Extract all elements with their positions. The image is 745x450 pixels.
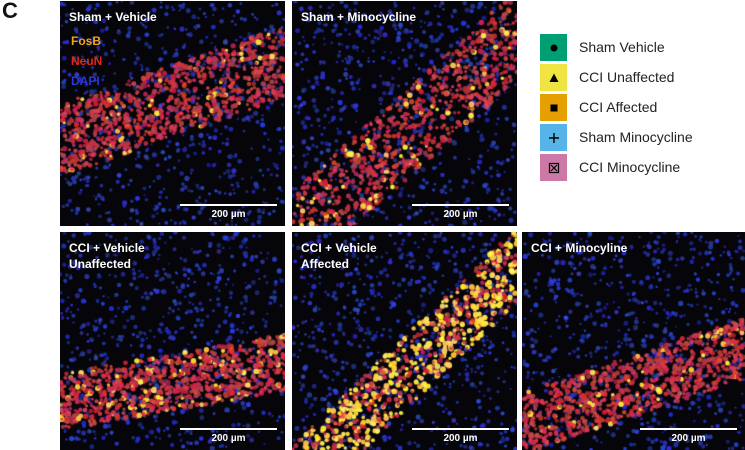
square-icon: [550, 104, 557, 111]
scale-bar: [180, 204, 277, 206]
triangle-icon: [549, 73, 558, 82]
stain-label-fosb: FosB: [71, 34, 101, 48]
scale-bar-label: 200 µm: [211, 433, 246, 444]
scale-bar: [412, 428, 509, 430]
tile-title: CCI + Vehicle Affected: [301, 241, 377, 271]
legend-swatch: [540, 34, 567, 61]
scale-bar: [412, 204, 509, 206]
legend-item: CCI Minocycline: [540, 154, 740, 184]
scale-bar-label: 200 µm: [211, 209, 246, 220]
plus-icon: [548, 132, 559, 143]
scale-bar-label: 200 µm: [443, 433, 478, 444]
tile-title: Sham + Vehicle: [69, 10, 157, 24]
legend-swatch: [540, 64, 567, 91]
circle-icon: [550, 44, 557, 51]
scale-bar: [640, 428, 737, 430]
boxed-x-icon: [548, 162, 559, 173]
legend-item: CCI Affected: [540, 94, 740, 124]
legend-label: Sham Minocycline: [579, 129, 693, 145]
legend-label: CCI Affected: [579, 99, 658, 115]
legend: Sham Vehicle CCI Unaffected CCI Affected…: [540, 34, 740, 184]
legend-swatch: [540, 124, 567, 151]
scale-bar-label: 200 µm: [671, 433, 706, 444]
legend-label: CCI Unaffected: [579, 69, 675, 85]
panel-letter: C: [2, 0, 18, 23]
tile-title: CCI + Minocyline: [531, 241, 628, 255]
micrograph-sham-minocycline: Sham + Minocycline 200 µm: [292, 1, 517, 226]
legend-item: Sham Minocycline: [540, 124, 740, 154]
legend-swatch: [540, 94, 567, 121]
stain-label-dapi: DAPI: [71, 74, 100, 88]
scale-bar: [180, 428, 277, 430]
micrograph-cci-vehicle-unaffected: CCI + Vehicle Unaffected 200 µm: [60, 232, 285, 450]
micrograph-cci-minocycline: CCI + Minocyline 200 µm: [522, 232, 745, 450]
stain-label-neun: NeuN: [71, 54, 103, 68]
micrograph-sham-vehicle: Sham + Vehicle FosB NeuN DAPI 200 µm: [60, 1, 285, 226]
micrograph-image: [292, 1, 517, 226]
micrograph-image: [60, 232, 285, 450]
legend-item: CCI Unaffected: [540, 64, 740, 94]
micrograph-image: [60, 1, 285, 226]
legend-label: Sham Vehicle: [579, 39, 665, 55]
micrograph-image: [522, 232, 745, 450]
tile-title: Sham + Minocycline: [301, 10, 417, 24]
scale-bar-label: 200 µm: [443, 209, 478, 220]
legend-label: CCI Minocycline: [579, 159, 681, 175]
micrograph-cci-vehicle-affected: CCI + Vehicle Affected 200 µm: [292, 232, 517, 450]
micrograph-image: [292, 232, 517, 450]
legend-swatch: [540, 154, 567, 181]
tile-title: CCI + Vehicle Unaffected: [69, 241, 145, 271]
legend-item: Sham Vehicle: [540, 34, 740, 64]
